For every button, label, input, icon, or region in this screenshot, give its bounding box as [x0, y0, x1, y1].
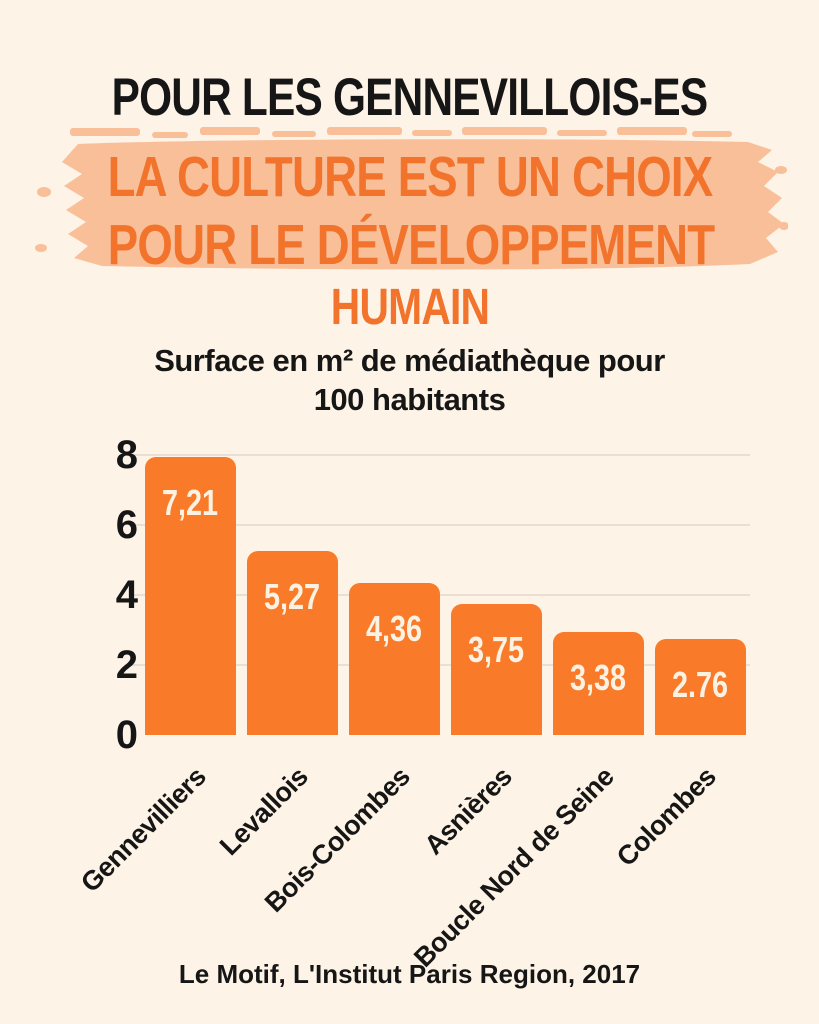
bar-boucle-nord-de-seine: 3,38 — [553, 632, 644, 735]
brush-dash — [272, 131, 316, 137]
bar-value-text: 7,21 — [162, 482, 219, 524]
bar-value-text: 5,27 — [264, 575, 321, 617]
bar-value-label-bois-colombes: 4,36 — [349, 610, 440, 647]
bar-bois-colombes: 4,36 — [349, 583, 440, 735]
brush-dash — [327, 127, 402, 135]
brush-stroke-icon — [35, 127, 788, 270]
gridline-4 — [132, 594, 750, 596]
brush-speck — [35, 244, 47, 252]
brush-highlight-block: LA CULTURE EST UN CHOIX POUR LE DÉVELOPP… — [32, 126, 788, 278]
brush-dash — [692, 131, 732, 137]
brush-dash — [70, 128, 140, 136]
y-axis-tick-label-2: 2 — [115, 643, 138, 687]
bar-value-label-boucle-nord-de-seine: 3,38 — [553, 659, 644, 696]
source-caption: Le Motif, L'Institut Paris Region, 2017 — [178, 959, 641, 989]
brush-dash — [462, 127, 547, 135]
bar-colombes: 2.76 — [655, 639, 746, 735]
bar-value-label-colombes: 2.76 — [655, 666, 746, 703]
gridline-8 — [132, 454, 750, 456]
y-axis-tick-label-8: 8 — [115, 433, 138, 477]
highlight-text-line-1: LA CULTURE EST UN CHOIX — [107, 145, 714, 209]
y-axis-tick-label-0: 0 — [115, 713, 138, 757]
brush-dash — [200, 127, 260, 135]
bar-value-text: 3,75 — [468, 629, 525, 671]
bar-value-label-asnieres: 3,75 — [451, 631, 542, 668]
chart-title: Surface en m² de médiathèque pour 100 ha… — [154, 343, 665, 417]
bar-value-text: 2.76 — [672, 664, 729, 706]
page-title: POUR LES GENNEVILLOIS-ES — [111, 68, 708, 127]
brush-dash — [557, 130, 607, 136]
bar-value-text: 4,36 — [366, 608, 423, 650]
y-axis-tick-label-6: 6 — [115, 503, 138, 547]
bar-value-text: 3,38 — [570, 657, 627, 699]
brush-body — [62, 139, 784, 270]
bar-value-label-gennevilliers: 7,21 — [145, 484, 236, 521]
gridline-6 — [132, 524, 750, 526]
bar-value-label-levallois: 5,27 — [247, 578, 338, 615]
bar-levallois: 5,27 — [247, 550, 338, 735]
bar-asnieres: 3,75 — [451, 604, 542, 735]
brush-speck — [37, 187, 51, 197]
highlight-text-line-2: POUR LE DÉVELOPPEMENT — [107, 213, 715, 277]
brush-dash — [617, 127, 687, 135]
y-axis-tick-label-4: 4 — [115, 573, 138, 617]
bar-gennevilliers: 7,21 — [145, 457, 236, 735]
highlight-text-line-3: HUMAIN — [330, 278, 489, 335]
brush-dash — [412, 130, 452, 136]
brush-dash — [152, 132, 188, 138]
gridline-2 — [132, 664, 750, 666]
